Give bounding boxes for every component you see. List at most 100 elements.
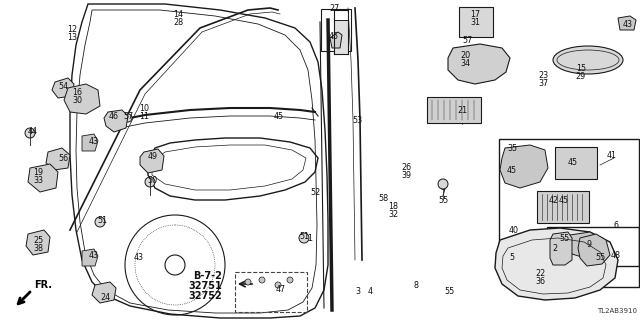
Polygon shape	[550, 232, 572, 265]
Text: 8: 8	[413, 282, 419, 291]
Text: 11: 11	[139, 111, 149, 121]
Text: 17: 17	[470, 10, 480, 19]
Circle shape	[275, 282, 281, 288]
Text: 47: 47	[276, 284, 286, 293]
FancyBboxPatch shape	[427, 97, 481, 123]
Text: 58: 58	[378, 194, 388, 203]
Text: 42: 42	[549, 196, 559, 204]
Polygon shape	[334, 20, 348, 54]
Polygon shape	[495, 228, 618, 300]
Text: 20: 20	[460, 51, 470, 60]
Polygon shape	[64, 84, 100, 114]
Text: 16: 16	[72, 87, 82, 97]
Text: 1: 1	[307, 234, 312, 243]
Polygon shape	[104, 110, 128, 132]
Text: 2: 2	[552, 244, 557, 252]
Text: 33: 33	[33, 175, 43, 185]
Polygon shape	[500, 145, 548, 188]
Polygon shape	[28, 164, 58, 192]
Circle shape	[145, 177, 155, 187]
Circle shape	[245, 279, 251, 285]
Circle shape	[25, 128, 35, 138]
Text: 32752: 32752	[188, 291, 222, 301]
Text: 51: 51	[97, 215, 107, 225]
Text: 15: 15	[576, 63, 586, 73]
Text: 43: 43	[134, 252, 144, 261]
Text: 49: 49	[148, 151, 158, 161]
Text: 34: 34	[460, 59, 470, 68]
Text: 18: 18	[388, 202, 398, 211]
Text: 54: 54	[58, 82, 68, 91]
Text: 25: 25	[33, 236, 43, 244]
Polygon shape	[92, 282, 116, 303]
Text: 32: 32	[388, 210, 398, 219]
Text: 51: 51	[299, 231, 309, 241]
Text: 45: 45	[507, 165, 517, 174]
Text: 55: 55	[444, 286, 454, 295]
Text: 12: 12	[67, 25, 77, 34]
Polygon shape	[46, 148, 70, 170]
Text: 56: 56	[58, 154, 68, 163]
Polygon shape	[578, 234, 610, 266]
Text: 24: 24	[100, 293, 110, 302]
Text: 22: 22	[535, 268, 545, 277]
Polygon shape	[330, 32, 342, 48]
Text: 19: 19	[33, 167, 43, 177]
Text: 5: 5	[509, 253, 515, 262]
Text: 57: 57	[123, 111, 133, 121]
Text: FR.: FR.	[34, 280, 52, 290]
Text: 38: 38	[33, 244, 43, 252]
Text: 50: 50	[147, 175, 157, 185]
Text: 13: 13	[67, 33, 77, 42]
Text: 6: 6	[614, 220, 618, 229]
FancyBboxPatch shape	[555, 147, 597, 179]
Text: 48: 48	[611, 251, 621, 260]
Text: 9: 9	[586, 239, 591, 249]
Text: 45: 45	[274, 111, 284, 121]
Text: 37: 37	[538, 78, 548, 87]
Text: 7: 7	[440, 188, 445, 197]
Text: 27: 27	[329, 4, 339, 12]
Text: 14: 14	[173, 10, 183, 19]
Text: 39: 39	[401, 171, 411, 180]
Ellipse shape	[553, 46, 623, 74]
Polygon shape	[140, 149, 164, 173]
Text: 41: 41	[607, 150, 617, 159]
Text: 4: 4	[367, 286, 372, 295]
Text: 45: 45	[568, 157, 578, 166]
Circle shape	[124, 114, 132, 122]
Text: 23: 23	[538, 70, 548, 79]
Text: 31: 31	[470, 18, 480, 27]
Circle shape	[259, 277, 265, 283]
Text: 43: 43	[89, 252, 99, 260]
Text: 36: 36	[535, 276, 545, 285]
Text: 35: 35	[507, 143, 517, 153]
Text: 26: 26	[401, 163, 411, 172]
Text: TL2AB3910: TL2AB3910	[597, 308, 637, 314]
Text: 40: 40	[509, 226, 519, 235]
Circle shape	[438, 179, 448, 189]
Bar	[235, 272, 307, 312]
Text: 55: 55	[438, 196, 448, 204]
Text: 43: 43	[623, 20, 633, 28]
Polygon shape	[618, 16, 636, 30]
Text: 55: 55	[559, 234, 569, 243]
Circle shape	[95, 217, 105, 227]
Text: 44: 44	[28, 126, 38, 135]
Text: 57: 57	[462, 36, 472, 44]
Polygon shape	[568, 232, 600, 258]
Text: 29: 29	[576, 71, 586, 81]
Polygon shape	[448, 44, 510, 84]
Text: 21: 21	[457, 106, 467, 115]
Text: 28: 28	[173, 18, 183, 27]
Polygon shape	[52, 78, 74, 98]
Circle shape	[299, 233, 309, 243]
Text: 45: 45	[329, 31, 339, 41]
Text: 45: 45	[559, 196, 569, 204]
Polygon shape	[26, 230, 50, 255]
FancyBboxPatch shape	[537, 191, 589, 223]
Circle shape	[287, 277, 293, 283]
Text: 3: 3	[355, 286, 360, 295]
Text: B-7-2: B-7-2	[193, 271, 222, 281]
Text: 46: 46	[109, 111, 119, 121]
